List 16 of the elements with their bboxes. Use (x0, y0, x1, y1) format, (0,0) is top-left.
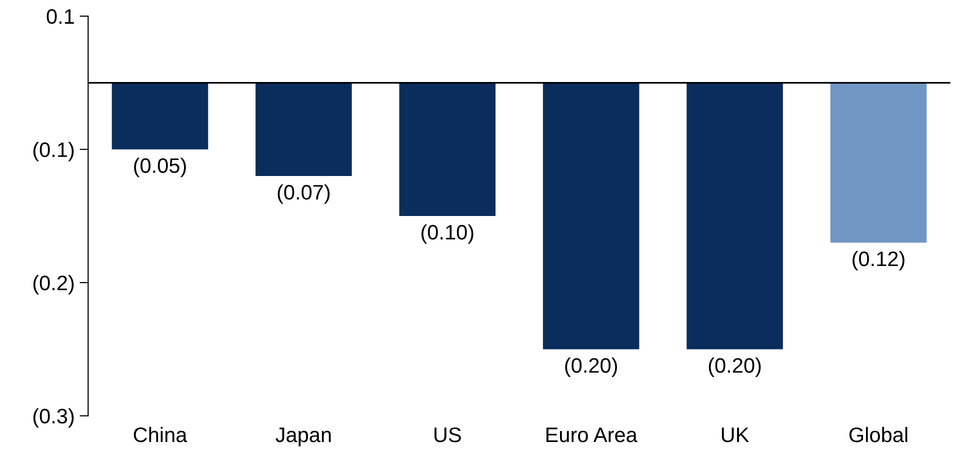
x-tick-label: US (434, 427, 461, 442)
x-tick-label: China (134, 426, 188, 442)
data-label: (0.07) (278, 184, 330, 204)
x-tick-label: UK (722, 428, 750, 442)
x-tick-label: Euro Area (546, 428, 638, 442)
y-tick-label: 0.1 (46, 9, 74, 24)
data-label: (0.20) (708, 358, 761, 377)
data-label: (0.05) (134, 158, 186, 178)
y-tick-label: (0.2) (33, 275, 74, 294)
data-label: (0.20) (565, 358, 618, 377)
data-label: (0.10) (421, 224, 474, 244)
x-tick-label: Japan (276, 428, 331, 446)
y-tick-label: (0.3) (33, 408, 74, 428)
data-label: (0.12) (852, 250, 904, 270)
x-tick-label: Global (849, 426, 908, 442)
y-tick-label: (0.1) (33, 142, 74, 162)
